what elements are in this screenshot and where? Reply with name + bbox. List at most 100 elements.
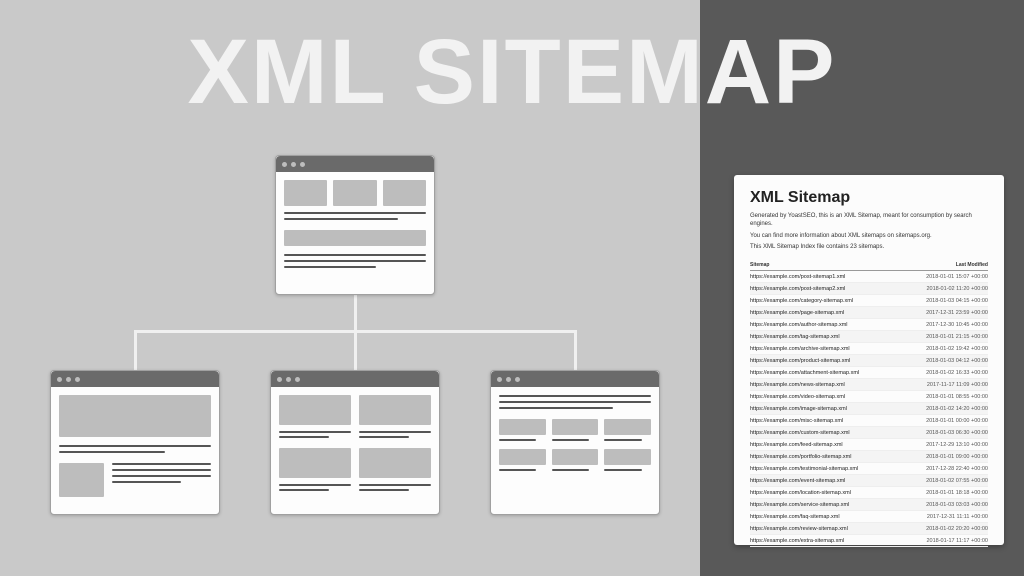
sitemap-row: https://example.com/misc-sitemap.xml2018… (750, 415, 988, 427)
sitemap-document: XML Sitemap Generated by YoastSEO, this … (734, 175, 1004, 545)
sitemap-date: 2017-11-17 11:09 +00:00 (902, 379, 988, 391)
browser-window-child-3 (490, 370, 660, 515)
sitemap-date: 2018-01-17 11:17 +00:00 (902, 535, 988, 547)
browser-header (271, 371, 439, 387)
sitemap-date: 2017-12-30 10:45 +00:00 (902, 319, 988, 331)
sitemap-table: Sitemap Last Modified https://example.co… (750, 260, 988, 547)
browser-window-child-1 (50, 370, 220, 515)
sitemap-row: https://example.com/service-sitemap.xml2… (750, 499, 988, 511)
sitemap-row: https://example.com/portfolio-sitemap.xm… (750, 451, 988, 463)
sitemap-url: https://example.com/location-sitemap.xml (750, 487, 902, 499)
sitemap-row: https://example.com/faq-sitemap.xml2017-… (750, 511, 988, 523)
sitemap-col-url: Sitemap (750, 260, 902, 271)
sitemap-date: 2017-12-29 13:10 +00:00 (902, 439, 988, 451)
sitemap-date: 2018-01-02 11:20 +00:00 (902, 283, 988, 295)
sitemap-row: https://example.com/review-sitemap.xml20… (750, 523, 988, 535)
sitemap-desc-2: You can find more information about XML … (750, 233, 988, 241)
connector-vertical-2 (354, 330, 357, 370)
sitemap-url: https://example.com/product-sitemap.xml (750, 355, 902, 367)
sitemap-url: https://example.com/extra-sitemap.xml (750, 535, 902, 547)
sitemap-date: 2018-01-02 20:20 +00:00 (902, 523, 988, 535)
sitemap-date: 2018-01-02 16:33 +00:00 (902, 367, 988, 379)
window-dot-icon (57, 377, 62, 382)
sitemap-date: 2018-01-02 07:55 +00:00 (902, 475, 988, 487)
sitemap-heading: XML Sitemap (750, 189, 988, 207)
sitemap-row: https://example.com/event-sitemap.xml201… (750, 475, 988, 487)
window-dot-icon (286, 377, 291, 382)
sitemap-date: 2018-01-03 04:12 +00:00 (902, 355, 988, 367)
sitemap-date: 2018-01-01 15:07 +00:00 (902, 271, 988, 283)
sitemap-row: https://example.com/product-sitemap.xml2… (750, 355, 988, 367)
window-dot-icon (506, 377, 511, 382)
window-dot-icon (497, 377, 502, 382)
sitemap-row: https://example.com/author-sitemap.xml20… (750, 319, 988, 331)
sitemap-url: https://example.com/service-sitemap.xml (750, 499, 902, 511)
sitemap-url: https://example.com/custom-sitemap.xml (750, 427, 902, 439)
sitemap-url: https://example.com/category-sitemap.xml (750, 295, 902, 307)
browser-body (51, 387, 219, 505)
connector-vertical-1 (134, 330, 137, 370)
window-dot-icon (66, 377, 71, 382)
browser-window-root (275, 155, 435, 295)
sitemap-url: https://example.com/misc-sitemap.xml (750, 415, 902, 427)
window-dot-icon (291, 162, 296, 167)
sitemap-url: https://example.com/portfolio-sitemap.xm… (750, 451, 902, 463)
sitemap-url: https://example.com/archive-sitemap.xml (750, 343, 902, 355)
sitemap-url: https://example.com/post-sitemap2.xml (750, 283, 902, 295)
window-dot-icon (300, 162, 305, 167)
window-dot-icon (295, 377, 300, 382)
browser-body (491, 387, 659, 479)
browser-window-child-2 (270, 370, 440, 515)
sitemap-row: https://example.com/image-sitemap.xml201… (750, 403, 988, 415)
sitemap-url: https://example.com/review-sitemap.xml (750, 523, 902, 535)
sitemap-row: https://example.com/page-sitemap.xml2017… (750, 307, 988, 319)
sitemap-row: https://example.com/post-sitemap2.xml201… (750, 283, 988, 295)
browser-header (276, 156, 434, 172)
sitemap-row: https://example.com/tag-sitemap.xml2018-… (750, 331, 988, 343)
connector-vertical-root (354, 295, 357, 330)
sitemap-url: https://example.com/post-sitemap1.xml (750, 271, 902, 283)
window-dot-icon (75, 377, 80, 382)
sitemap-date: 2018-01-01 00:00 +00:00 (902, 415, 988, 427)
sitemap-row: https://example.com/news-sitemap.xml2017… (750, 379, 988, 391)
sitemap-date: 2018-01-02 14:20 +00:00 (902, 403, 988, 415)
sitemap-url: https://example.com/event-sitemap.xml (750, 475, 902, 487)
sitemap-url: https://example.com/image-sitemap.xml (750, 403, 902, 415)
browser-header (51, 371, 219, 387)
sitemap-date: 2018-01-03 06:30 +00:00 (902, 427, 988, 439)
sitemap-row: https://example.com/archive-sitemap.xml2… (750, 343, 988, 355)
sitemap-date: 2018-01-01 08:55 +00:00 (902, 391, 988, 403)
sitemap-date: 2018-01-01 09:00 +00:00 (902, 451, 988, 463)
sitemap-row: https://example.com/location-sitemap.xml… (750, 487, 988, 499)
sitemap-url: https://example.com/news-sitemap.xml (750, 379, 902, 391)
sitemap-row: https://example.com/extra-sitemap.xml201… (750, 535, 988, 547)
sitemap-url: https://example.com/author-sitemap.xml (750, 319, 902, 331)
sitemap-date: 2018-01-02 19:42 +00:00 (902, 343, 988, 355)
window-dot-icon (277, 377, 282, 382)
sitemap-date: 2017-12-31 11:11 +00:00 (902, 511, 988, 523)
sitemap-col-date: Last Modified (902, 260, 988, 271)
sitemap-url: https://example.com/feed-sitemap.xml (750, 439, 902, 451)
browser-header (491, 371, 659, 387)
sitemap-url: https://example.com/attachment-sitemap.x… (750, 367, 902, 379)
sitemap-row: https://example.com/category-sitemap.xml… (750, 295, 988, 307)
connector-vertical-3 (574, 330, 577, 370)
window-dot-icon (282, 162, 287, 167)
sitemap-date: 2017-12-31 23:59 +00:00 (902, 307, 988, 319)
sitemap-row: https://example.com/post-sitemap1.xml201… (750, 271, 988, 283)
sitemap-date: 2018-01-03 03:03 +00:00 (902, 499, 988, 511)
sitemap-url: https://example.com/testimonial-sitemap.… (750, 463, 902, 475)
sitemap-row: https://example.com/video-sitemap.xml201… (750, 391, 988, 403)
sitemap-url: https://example.com/faq-sitemap.xml (750, 511, 902, 523)
sitemap-row: https://example.com/feed-sitemap.xml2017… (750, 439, 988, 451)
sitemap-row: https://example.com/attachment-sitemap.x… (750, 367, 988, 379)
sitemap-date: 2018-01-03 04:15 +00:00 (902, 295, 988, 307)
sitemap-url: https://example.com/tag-sitemap.xml (750, 331, 902, 343)
sitemap-date: 2018-01-01 18:18 +00:00 (902, 487, 988, 499)
sitemap-row: https://example.com/testimonial-sitemap.… (750, 463, 988, 475)
sitemap-url: https://example.com/video-sitemap.xml (750, 391, 902, 403)
sitemap-date: 2017-12-28 22:40 +00:00 (902, 463, 988, 475)
sitemap-date: 2018-01-01 21:15 +00:00 (902, 331, 988, 343)
window-dot-icon (515, 377, 520, 382)
sitemap-desc-1: Generated by YoastSEO, this is an XML Si… (750, 213, 988, 229)
